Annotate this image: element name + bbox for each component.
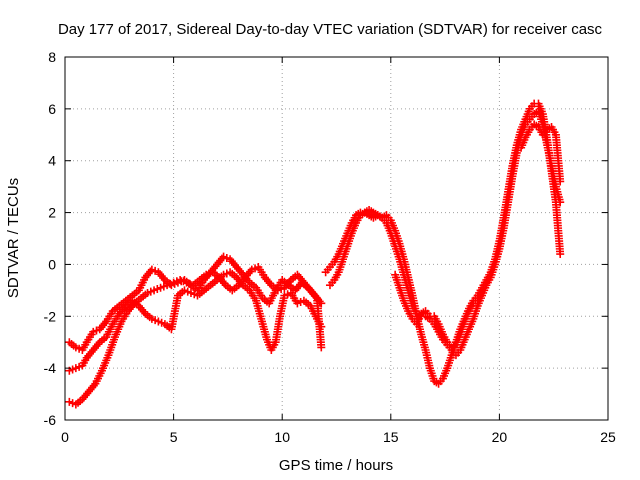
- y-tick-label: -4: [44, 360, 57, 376]
- y-tick-label: 6: [48, 101, 56, 117]
- x-tick-label: 10: [274, 429, 290, 445]
- x-tick-label: 5: [170, 429, 178, 445]
- x-tick-label: 20: [492, 429, 508, 445]
- y-axis-label: SDTVAR / TECUs: [5, 178, 22, 298]
- y-tick-label: -6: [44, 412, 57, 428]
- x-tick-label: 15: [383, 429, 399, 445]
- x-tick-label: 0: [61, 429, 69, 445]
- y-tick-label: -2: [44, 308, 57, 324]
- chart-title: Day 177 of 2017, Sidereal Day-to-day VTE…: [58, 21, 603, 38]
- y-tick-label: 0: [48, 256, 56, 272]
- plot-border: [64, 56, 609, 421]
- y-tick-label: 8: [48, 49, 56, 65]
- data-point: [478, 286, 487, 295]
- x-axis-label: GPS time / hours: [279, 457, 393, 474]
- data-points: [65, 99, 565, 409]
- grid-lines: [65, 57, 608, 420]
- y-tick-label: 4: [48, 153, 56, 169]
- data-point: [317, 343, 326, 352]
- data-point: [556, 250, 565, 259]
- y-tick-label: 2: [48, 205, 56, 221]
- data-point: [556, 177, 565, 186]
- x-tick-label: 25: [600, 429, 616, 445]
- axis-ticks: 0 5 10 15 20 25 -6 -4 -2 0 2 4 6 8: [44, 49, 616, 445]
